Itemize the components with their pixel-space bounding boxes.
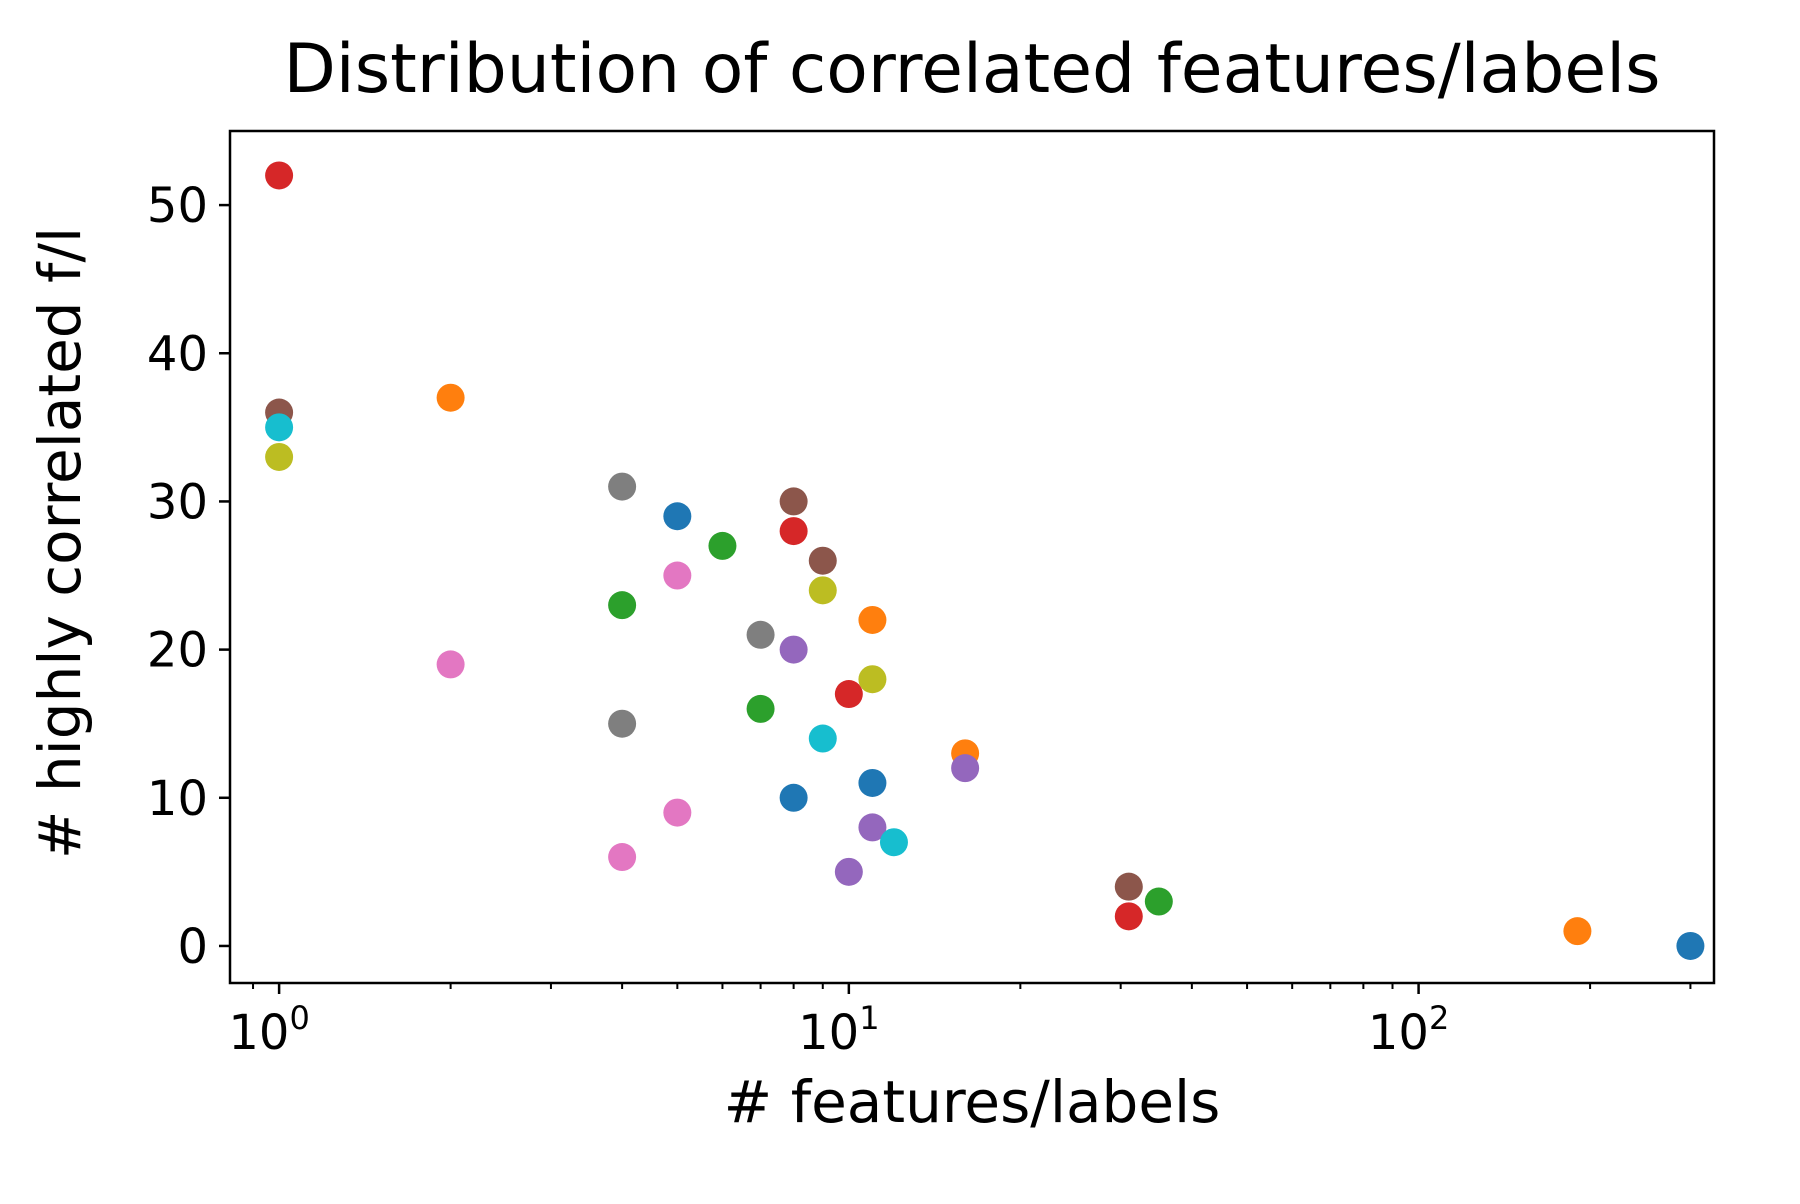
data-point [608, 843, 637, 872]
data-point [608, 472, 637, 501]
x-tick-label: 101 [798, 999, 879, 1061]
data-point [265, 413, 294, 442]
data-point [746, 620, 775, 649]
data-point [879, 828, 908, 857]
x-axis-label: # features/labels [724, 1068, 1221, 1136]
data-point [858, 665, 887, 694]
data-point [779, 783, 808, 812]
data-point [746, 694, 775, 723]
data-point [1676, 931, 1705, 960]
data-point [663, 798, 692, 827]
x-tick-label: 102 [1368, 999, 1449, 1061]
data-point [779, 487, 808, 516]
x-tick-label: 100 [228, 999, 309, 1061]
y-axis-label: # highly correlated f/l [26, 227, 94, 859]
data-point [779, 517, 808, 546]
x-tick-base: 10 [228, 1005, 289, 1061]
data-point [1144, 887, 1173, 916]
data-point [779, 635, 808, 664]
data-point [808, 546, 837, 575]
data-point [858, 813, 887, 842]
data-point [1114, 902, 1143, 931]
data-point [265, 442, 294, 471]
data-point [708, 531, 737, 560]
data-point [436, 650, 465, 679]
data-point [608, 591, 637, 620]
x-tick-exponent: 1 [859, 999, 879, 1037]
data-points [265, 161, 1705, 960]
data-point [663, 561, 692, 590]
y-tick-label: 20 [147, 623, 208, 679]
y-tick-label: 10 [147, 771, 208, 827]
x-tick-base: 10 [798, 1005, 859, 1061]
y-tick-label: 40 [147, 326, 208, 382]
y-tick-label: 50 [147, 178, 208, 234]
data-point [808, 724, 837, 753]
data-point [858, 605, 887, 634]
chart-title: Distribution of correlated features/labe… [283, 30, 1660, 109]
y-tick-label: 0 [177, 919, 208, 975]
x-tick-exponent: 0 [289, 999, 309, 1037]
data-point [436, 383, 465, 412]
data-point [951, 754, 980, 783]
data-point [608, 709, 637, 738]
x-tick-base: 10 [1368, 1005, 1429, 1061]
plot-frame [228, 129, 1716, 985]
y-tick-label: 30 [147, 474, 208, 530]
data-point [1114, 872, 1143, 901]
data-point [1563, 917, 1592, 946]
data-point [808, 576, 837, 605]
x-tick-exponent: 2 [1429, 999, 1449, 1037]
data-point [265, 161, 294, 190]
data-point [663, 502, 692, 531]
data-point [858, 768, 887, 797]
data-point [834, 857, 863, 886]
data-point [834, 680, 863, 709]
